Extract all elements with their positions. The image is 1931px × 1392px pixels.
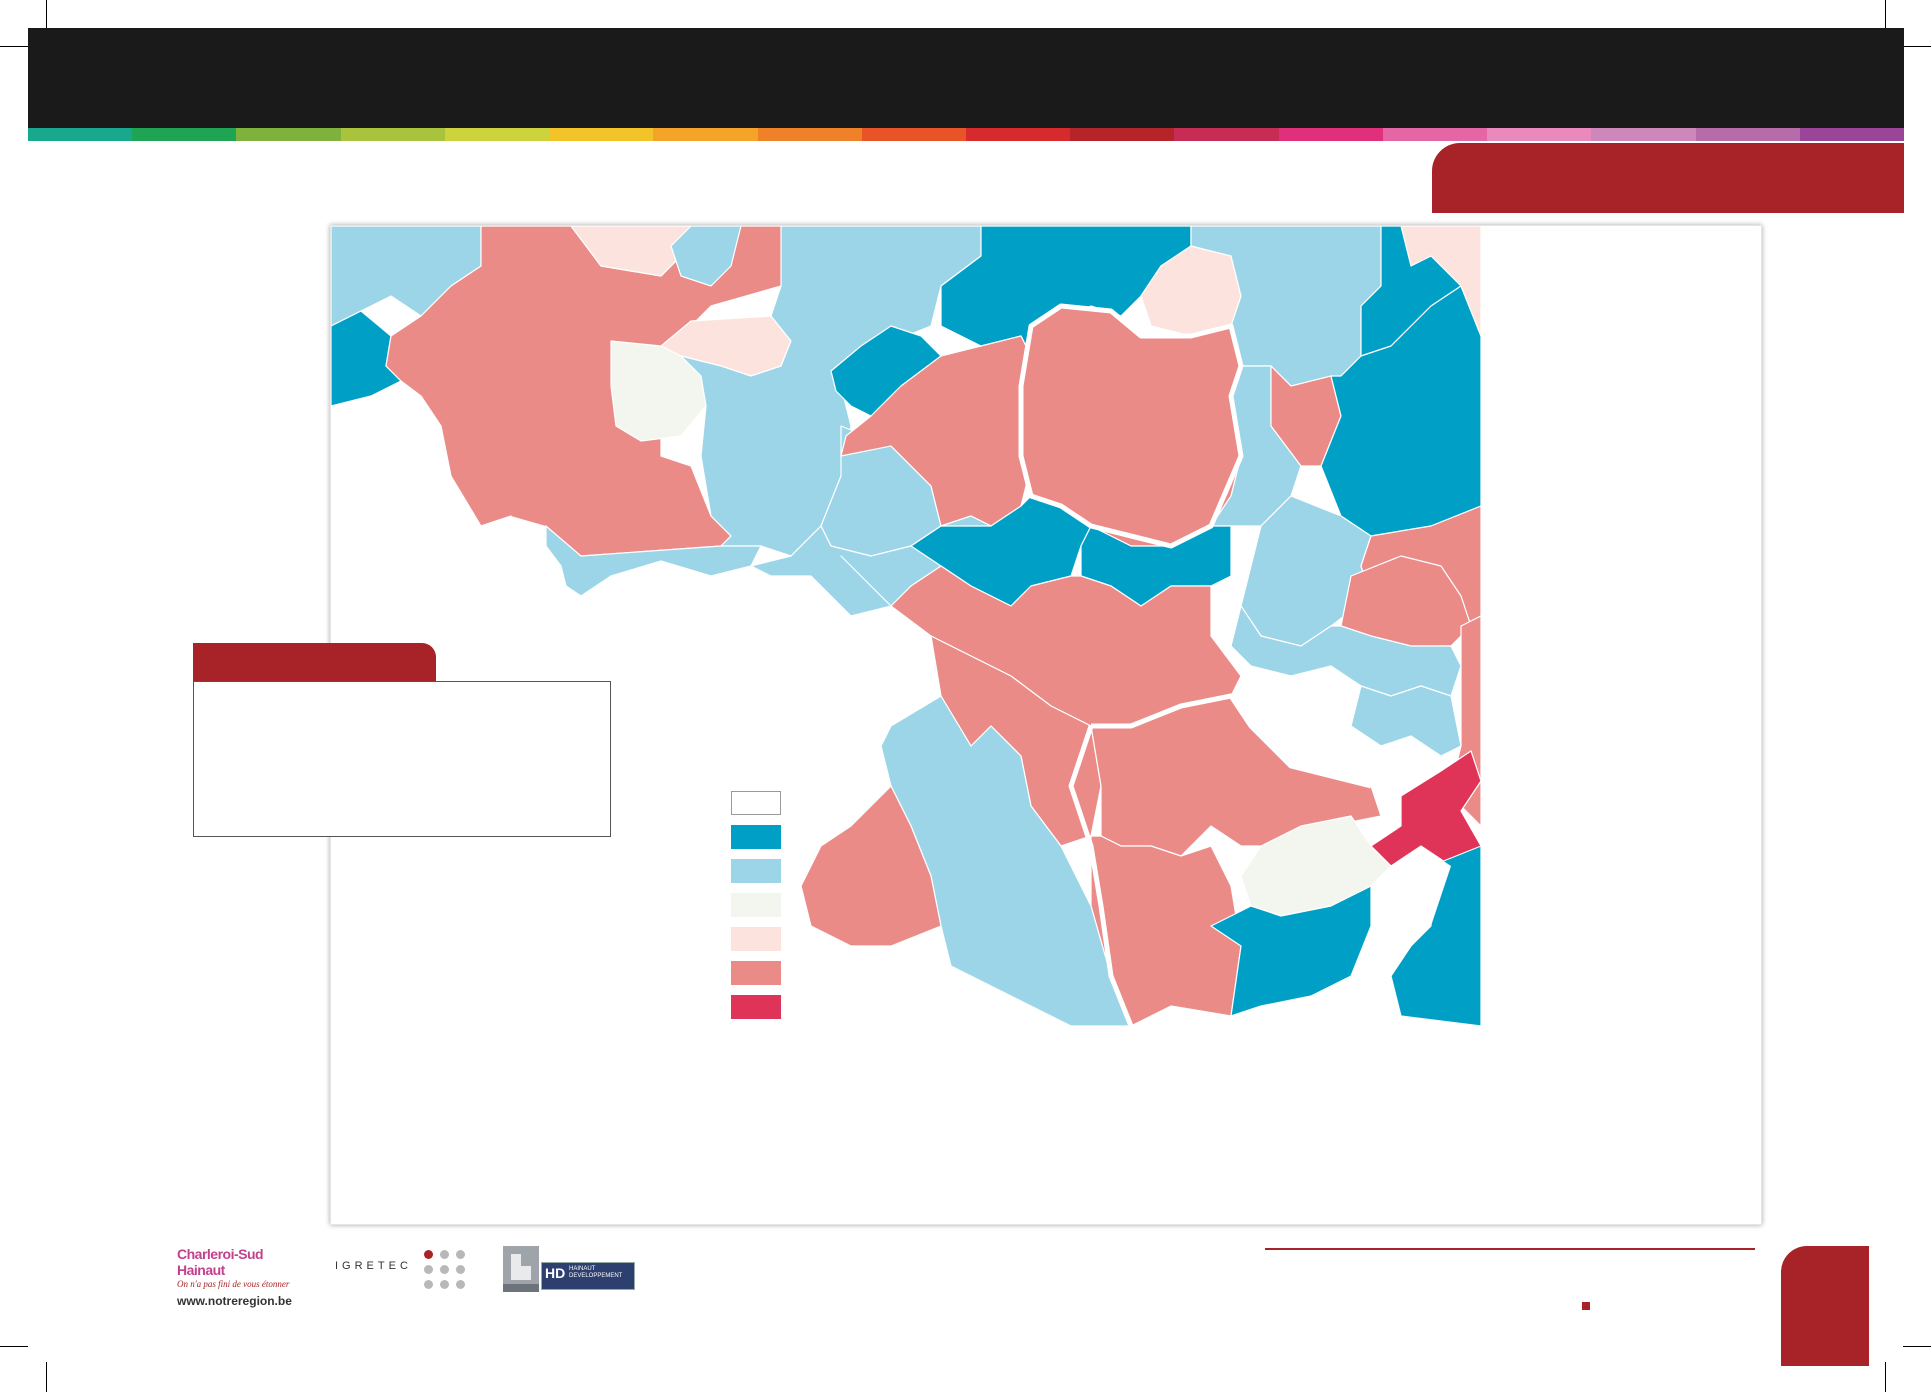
legend <box>731 791 781 1029</box>
crop-mark <box>1903 46 1931 47</box>
footer-square <box>1582 1302 1590 1310</box>
stripe-segment <box>28 128 133 141</box>
info-box <box>193 681 611 837</box>
stripe-segment <box>861 128 966 141</box>
title-tab <box>1432 143 1904 213</box>
color-stripe <box>28 128 1904 141</box>
sea-area <box>1351 846 1451 996</box>
map-frame <box>330 225 1762 1225</box>
district-boundary <box>1018 303 1244 549</box>
stripe-segment <box>132 128 237 141</box>
stripe-segment <box>444 128 550 141</box>
crop-mark <box>1885 0 1886 28</box>
igretec-dots <box>424 1250 474 1290</box>
crop-mark <box>46 1362 47 1392</box>
region <box>1230 605 1462 697</box>
stripe-segment <box>1070 128 1175 141</box>
region <box>1400 226 1482 337</box>
legend-swatch <box>731 859 781 883</box>
legend-swatch <box>731 995 781 1019</box>
info-tab <box>193 643 436 681</box>
charleroi-sud-hainaut-logo: Charleroi-Sud Hainaut On n'a pas fini de… <box>177 1246 307 1308</box>
stripe-segment <box>340 128 445 141</box>
stripe-segment <box>236 128 341 141</box>
igretec-logo: IGRETEC <box>335 1260 412 1272</box>
stripe-segment <box>1695 128 1800 141</box>
region <box>680 226 982 557</box>
legend-swatch <box>731 791 781 815</box>
legend-swatch <box>731 893 781 917</box>
crop-mark <box>46 0 47 28</box>
stripe-segment <box>1799 128 1904 141</box>
stripe-segment <box>965 128 1071 141</box>
charleroi-logo-text: Charleroi-Sud Hainaut <box>177 1246 264 1278</box>
stripe-segment <box>1278 128 1383 141</box>
charleroi-logo-tagline: On n'a pas fini de vous étonner <box>177 1279 290 1289</box>
choropleth-map <box>331 226 1482 1027</box>
stripe-segment <box>1487 128 1592 141</box>
crop-mark <box>0 1346 28 1347</box>
crop-mark <box>1903 1346 1931 1347</box>
footer-rule <box>1265 1248 1755 1250</box>
sea-area <box>331 381 1071 1026</box>
header-bar <box>28 28 1904 128</box>
stripe-segment <box>1382 128 1488 141</box>
region <box>610 340 707 442</box>
legend-swatch <box>731 927 781 951</box>
crop-mark <box>1885 1362 1886 1392</box>
crop-mark <box>0 46 28 47</box>
hd-short: HD <box>545 1265 566 1281</box>
region <box>1350 685 1462 757</box>
stripe-segment <box>549 128 654 141</box>
stripe-segment <box>1591 128 1696 141</box>
page-tab <box>1781 1246 1869 1366</box>
legend-swatch <box>731 961 781 985</box>
stripe-segment <box>1174 128 1279 141</box>
province-hainaut-emblem <box>503 1246 539 1292</box>
hd-badge: HD HAINAUT DEVELOPPEMENT <box>541 1262 635 1290</box>
district-boundary <box>1068 725 1134 1027</box>
region <box>670 226 742 287</box>
hainaut-developpement-logo: HD HAINAUT DEVELOPPEMENT <box>503 1246 635 1292</box>
legend-swatch <box>731 825 781 849</box>
district-boundary <box>1091 693 1372 789</box>
stripe-segment <box>757 128 862 141</box>
stripe-segment <box>653 128 758 141</box>
hd-name: HAINAUT DEVELOPPEMENT <box>569 1266 623 1279</box>
website-link[interactable]: www.notreregion.be <box>177 1294 292 1308</box>
